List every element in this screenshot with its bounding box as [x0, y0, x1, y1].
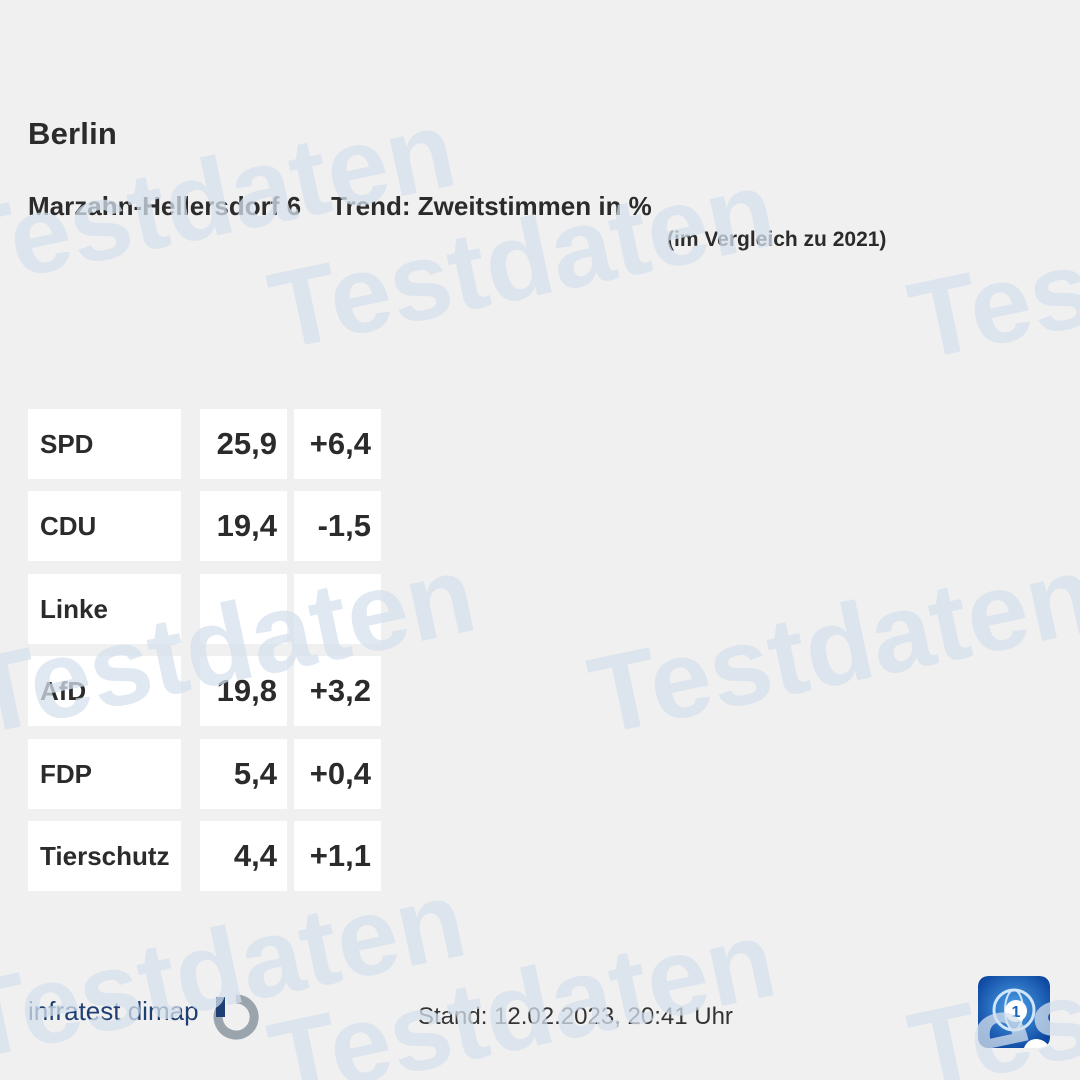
watermark-text: Testdaten [579, 532, 1080, 759]
party-name: AfD [28, 656, 181, 726]
vote-share: 5,4 [200, 739, 287, 809]
watermark-text: Testdaten [899, 157, 1080, 384]
vote-share: 25,9 [200, 409, 287, 479]
party-name: Linke [28, 574, 181, 644]
table-row: SPD 25,9 +6,4 [28, 409, 381, 479]
table-row: FDP 5,4 +0,4 [28, 739, 381, 809]
vote-share: 19,4 [200, 491, 287, 561]
vote-share: 19,8 [200, 656, 287, 726]
vote-share [200, 574, 287, 644]
party-name: SPD [28, 409, 181, 479]
vote-change: +6,4 [294, 409, 381, 479]
vote-change [294, 574, 381, 644]
stand-label: Stand: 12.02.2023, 20:41 Uhr [418, 1003, 733, 1030]
vote-change: +1,1 [294, 821, 381, 891]
district-name: Marzahn-Hellersdorf 6 [28, 191, 302, 221]
page-title: Berlin [28, 116, 118, 151]
trend-label: Trend: Zweitstimmen in % [331, 191, 652, 221]
ard-logo-icon: 1 [978, 976, 1050, 1048]
table-row: AfD 19,8 +3,2 [28, 656, 381, 726]
vote-change: +3,2 [294, 656, 381, 726]
table-row: Linke [28, 574, 381, 644]
svg-text:1: 1 [1012, 1004, 1021, 1021]
watermark-text: Testdaten [259, 147, 785, 374]
table-row: Tierschutz 4,4 +1,1 [28, 821, 381, 891]
infratest-dimap-logo-icon [213, 994, 259, 1040]
watermark-text: Testdaten [259, 897, 785, 1080]
brand-label: infratest dimap [28, 996, 199, 1026]
table-row: CDU 19,4 -1,5 [28, 491, 381, 561]
vote-change: -1,5 [294, 491, 381, 561]
vote-share: 4,4 [200, 821, 287, 891]
party-name: CDU [28, 491, 181, 561]
subtitle: Marzahn-Hellersdorf 6 Trend: Zweitstimmen… [28, 191, 652, 222]
vote-change: +0,4 [294, 739, 381, 809]
party-name: Tierschutz [28, 821, 181, 891]
comparison-label: (im Vergleich zu 2021) [667, 228, 887, 251]
party-name: FDP [28, 739, 181, 809]
